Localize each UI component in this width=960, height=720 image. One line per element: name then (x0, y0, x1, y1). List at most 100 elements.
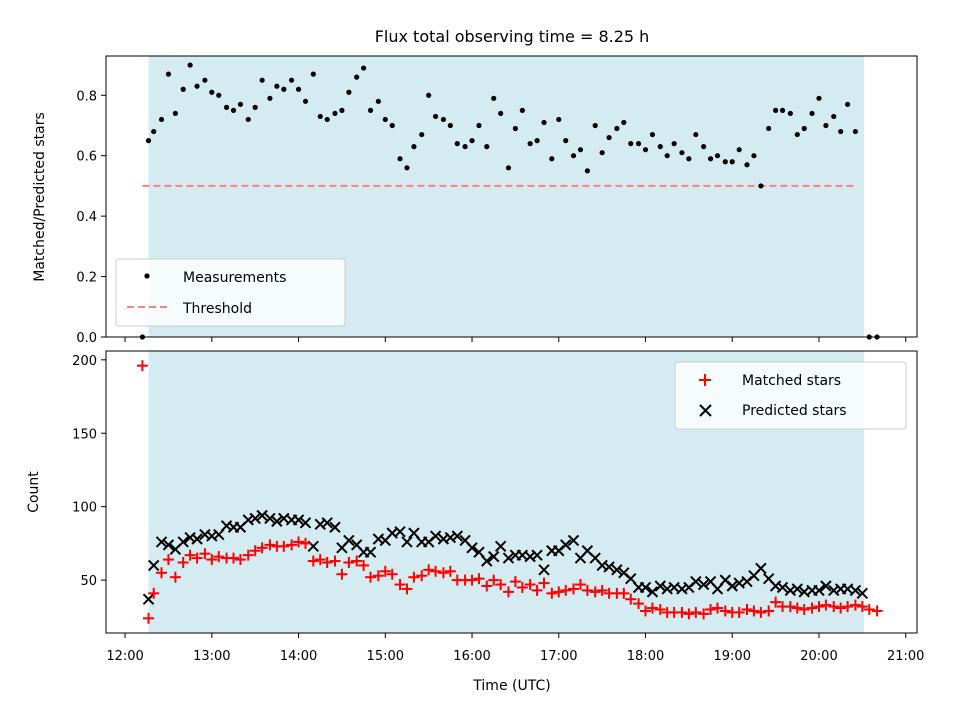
matched-star-marker (863, 604, 875, 615)
time-x-tick-label: 17:00 (540, 649, 577, 664)
matched-star-marker (307, 555, 319, 567)
matched-star-marker (871, 605, 883, 617)
matched-star-marker (293, 536, 305, 548)
matched-star-marker (213, 551, 225, 563)
matched-star-marker (394, 579, 406, 591)
count-y-tick-label: 50 (80, 574, 97, 589)
measurement-point (527, 141, 533, 147)
measurement-point (281, 86, 287, 92)
x-axis-label: Time (UTC) (472, 678, 550, 694)
measurement-point (404, 165, 410, 171)
matched-star-marker (538, 577, 550, 589)
matched-star-marker (495, 579, 507, 591)
measurement-point (469, 138, 475, 144)
measurement-point (701, 144, 707, 150)
ratio-panel: 0.00.20.40.60.8 Matched/Predicted stars … (32, 55, 918, 346)
matched-star-marker (806, 602, 818, 614)
measurement-point (714, 153, 721, 159)
matched-star-marker (430, 565, 442, 577)
measurement-point (519, 107, 525, 113)
predicted-star-marker (502, 552, 515, 564)
predicted-star-marker (191, 533, 203, 545)
measurement-point (302, 98, 309, 104)
matched-star-marker (646, 602, 658, 614)
ratio-y-tick-label: 0.6 (76, 150, 97, 165)
matched-star-marker (177, 557, 189, 568)
ratio-y-tick-label: 0.4 (76, 210, 97, 225)
matched-star-marker (199, 548, 211, 560)
count-y-tick-label: 150 (72, 427, 97, 442)
matched-star-marker (143, 612, 155, 624)
measurement-point (657, 144, 663, 150)
measurement-point (346, 89, 352, 95)
matched-star-marker (813, 601, 825, 613)
measurement-point (838, 128, 844, 135)
matched-star-marker (488, 574, 500, 586)
measurement-point (541, 119, 547, 126)
predicted-star-marker (856, 587, 869, 600)
measurement-point (852, 128, 859, 135)
matched-star-marker (828, 601, 840, 613)
measurement-point (758, 183, 764, 189)
measurement-point (310, 71, 316, 77)
matched-star-marker (321, 557, 333, 568)
matched-star-marker (516, 581, 528, 593)
measurement-point (823, 122, 829, 129)
count-y-tick-label: 100 (72, 501, 97, 516)
matched-star-marker (798, 604, 810, 615)
matched-star-marker (408, 571, 420, 583)
matched-star-marker (242, 549, 254, 561)
time-x-tick-label: 21:00 (887, 649, 924, 664)
measurement-point (831, 113, 837, 120)
matched-star-marker (343, 557, 355, 568)
predicted-star-marker (364, 546, 377, 558)
measurement-point (259, 77, 265, 83)
predicted-star-marker (162, 539, 175, 551)
measurement-point (751, 153, 757, 159)
predicted-star-marker (531, 549, 543, 561)
matched-star-marker (633, 598, 645, 610)
predicted-star-marker (611, 564, 623, 576)
matched-star-marker (560, 584, 572, 596)
matched-star-marker (184, 549, 196, 561)
time-x-tick-label: 15:00 (367, 649, 404, 664)
matched-star-marker (386, 568, 398, 580)
measurement-point (252, 104, 258, 110)
measurement-point (274, 83, 280, 89)
ratio-y-axis-label: Matched/Predicted stars (32, 112, 48, 282)
time-x-tick-label: 16:00 (453, 649, 490, 664)
measurement-point (476, 122, 482, 129)
ratio-y-ticks: 0.0 0.2 0.4 0.6 0.8 (76, 89, 106, 346)
measurement-point (230, 107, 237, 113)
measurement-point (816, 95, 822, 101)
matched-star-marker (546, 587, 558, 599)
matched-star-marker (314, 554, 326, 566)
matched-star-marker (625, 593, 637, 605)
predicted-star-marker (494, 540, 507, 553)
measurement-point (426, 92, 432, 98)
ratio-x-ticks (124, 337, 907, 342)
legend-measurements-marker (144, 273, 150, 279)
measurement-point (462, 144, 468, 150)
matched-star-marker (401, 583, 413, 595)
measurement-point (187, 62, 193, 68)
count-legend: Matched stars Predicted stars (674, 361, 907, 430)
time-x-tick-label: 18:00 (627, 649, 664, 664)
measurement-point (339, 107, 345, 113)
matched-star-marker (618, 587, 630, 599)
matched-star-marker (574, 579, 586, 591)
matched-star-marker (191, 552, 203, 564)
measurement-point (505, 165, 512, 171)
predicted-star-marker (849, 584, 862, 597)
measurement-point (614, 125, 620, 132)
matched-star-marker (596, 584, 608, 596)
matched-star-marker (698, 608, 710, 620)
time-x-tick-label: 12:00 (106, 649, 143, 664)
matched-star-marker (654, 604, 666, 615)
measurement-point (686, 156, 692, 162)
predicted-star-marker (147, 559, 160, 572)
ratio-y-tick-label: 0.8 (76, 89, 97, 104)
measurement-point (411, 144, 417, 150)
predicted-star-marker (690, 575, 702, 588)
